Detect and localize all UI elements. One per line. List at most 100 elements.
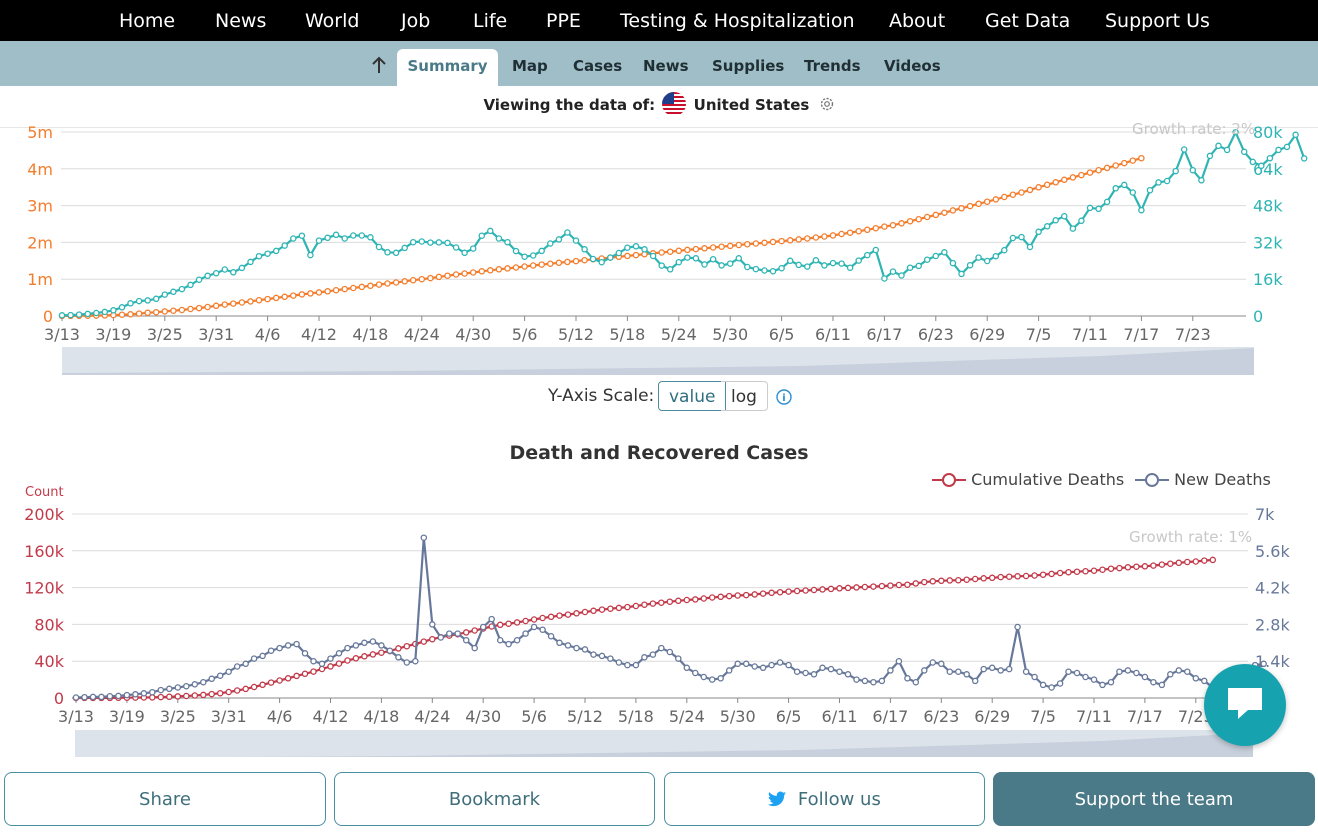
x-tick-label: 4/6: [255, 325, 281, 344]
x-tick-label: 7/11: [1076, 707, 1112, 726]
data-point: [378, 642, 385, 649]
data-point: [844, 584, 852, 592]
data-point: [955, 576, 962, 584]
data-point: [666, 266, 674, 273]
x-tick-label: 6/17: [872, 707, 908, 726]
data-point: [307, 251, 314, 259]
data-point: [769, 267, 777, 275]
data-point: [1043, 223, 1051, 230]
data-point: [281, 293, 288, 301]
data-point: [708, 594, 716, 601]
bookmark-button[interactable]: Bookmark: [334, 772, 655, 826]
x-tick-label: 5/30: [712, 325, 748, 344]
data-point: [1001, 193, 1008, 201]
data-point: [1184, 558, 1191, 566]
legend-new-deaths[interactable]: New Deaths: [1135, 470, 1271, 489]
data-point: [692, 669, 699, 677]
twitter-icon: [768, 791, 787, 807]
tab-news[interactable]: News: [643, 57, 689, 75]
data-point: [250, 683, 258, 691]
chat-bubble-icon: [1228, 688, 1262, 719]
data-point: [718, 262, 725, 269]
data-point: [135, 310, 143, 317]
chat-button[interactable]: [1204, 664, 1286, 746]
data-point: [889, 221, 897, 229]
x-tick-label: 4/30: [465, 707, 501, 726]
data-point: [93, 309, 100, 317]
data-point: [247, 258, 254, 266]
share-button[interactable]: Share: [4, 772, 326, 826]
data-point: [418, 275, 426, 283]
data-point: [1192, 675, 1200, 682]
data-point: [513, 636, 521, 644]
data-point: [1201, 677, 1208, 685]
data-point: [478, 232, 486, 239]
data-point: [505, 620, 512, 627]
data-point: [887, 582, 894, 589]
data-point: [191, 692, 199, 699]
data-point: [870, 583, 877, 590]
country-selector[interactable]: Viewing the data of: United States: [0, 92, 1318, 116]
data-point: [734, 592, 741, 599]
tab-trends[interactable]: Trends: [804, 57, 861, 75]
nav-testing-hospitalization[interactable]: Testing & Hospitalization: [620, 10, 855, 32]
tab-videos[interactable]: Videos: [884, 57, 941, 75]
data-point: [208, 690, 215, 698]
tab-cases[interactable]: Cases: [573, 57, 623, 75]
nav-home[interactable]: Home: [119, 10, 176, 32]
scale-log-button[interactable]: log: [721, 381, 768, 411]
nav-ppe[interactable]: PPE: [546, 10, 581, 32]
scroll-up-arrow-icon[interactable]: [369, 55, 389, 75]
support-the-team-button[interactable]: Support the team: [993, 772, 1315, 826]
data-point: [149, 688, 156, 696]
gear-icon[interactable]: [819, 96, 835, 112]
nav-job[interactable]: Job: [401, 10, 431, 32]
data-point: [478, 268, 486, 275]
data-point: [225, 688, 232, 696]
data-point: [471, 627, 478, 634]
legend-cumulative-deaths[interactable]: Cumulative Deaths: [932, 470, 1124, 489]
data-point: [870, 678, 877, 686]
data-point: [838, 230, 845, 238]
data-point: [318, 665, 326, 673]
nav-support-us[interactable]: Support Us: [1105, 10, 1210, 32]
info-icon[interactable]: i: [776, 389, 792, 405]
follow-us-button[interactable]: Follow us: [664, 772, 985, 826]
data-point: [684, 246, 691, 254]
data-point: [469, 269, 477, 276]
data-point: [1078, 171, 1085, 179]
data-point: [420, 534, 428, 541]
data-point: [624, 252, 631, 260]
data-point: [963, 576, 970, 583]
data-point: [259, 652, 266, 660]
data-point: [1095, 166, 1102, 174]
scale-value-button[interactable]: value: [658, 381, 727, 411]
data-point: [975, 200, 982, 208]
data-point: [1035, 228, 1042, 236]
data-point: [864, 251, 871, 259]
x-tick-label: 4/24: [404, 325, 440, 344]
x-tick-label: 5/24: [661, 325, 697, 344]
nav-get-data[interactable]: Get Data: [985, 10, 1071, 32]
data-point: [1014, 573, 1021, 580]
x-tick-label: 5/30: [720, 707, 756, 726]
data-point: [461, 249, 468, 257]
data-point: [946, 577, 954, 584]
nav-world[interactable]: World: [305, 10, 360, 32]
tab-supplies[interactable]: Supplies: [712, 57, 785, 75]
nav-news[interactable]: News: [215, 10, 267, 32]
data-point: [446, 630, 453, 637]
nav-about[interactable]: About: [889, 10, 946, 32]
nav-life[interactable]: Life: [473, 10, 508, 32]
tab-summary[interactable]: Summary: [397, 49, 498, 86]
data-point: [632, 661, 640, 669]
data-point: [358, 232, 366, 239]
tab-map[interactable]: Map: [512, 57, 548, 75]
legend-new-deaths-label: New Deaths: [1174, 470, 1271, 489]
x-tick-label: 4/18: [363, 707, 399, 726]
data-point: [174, 693, 182, 700]
data-point: [395, 654, 402, 661]
data-point: [701, 245, 708, 252]
data-point: [315, 289, 323, 296]
data-point: [778, 264, 785, 272]
